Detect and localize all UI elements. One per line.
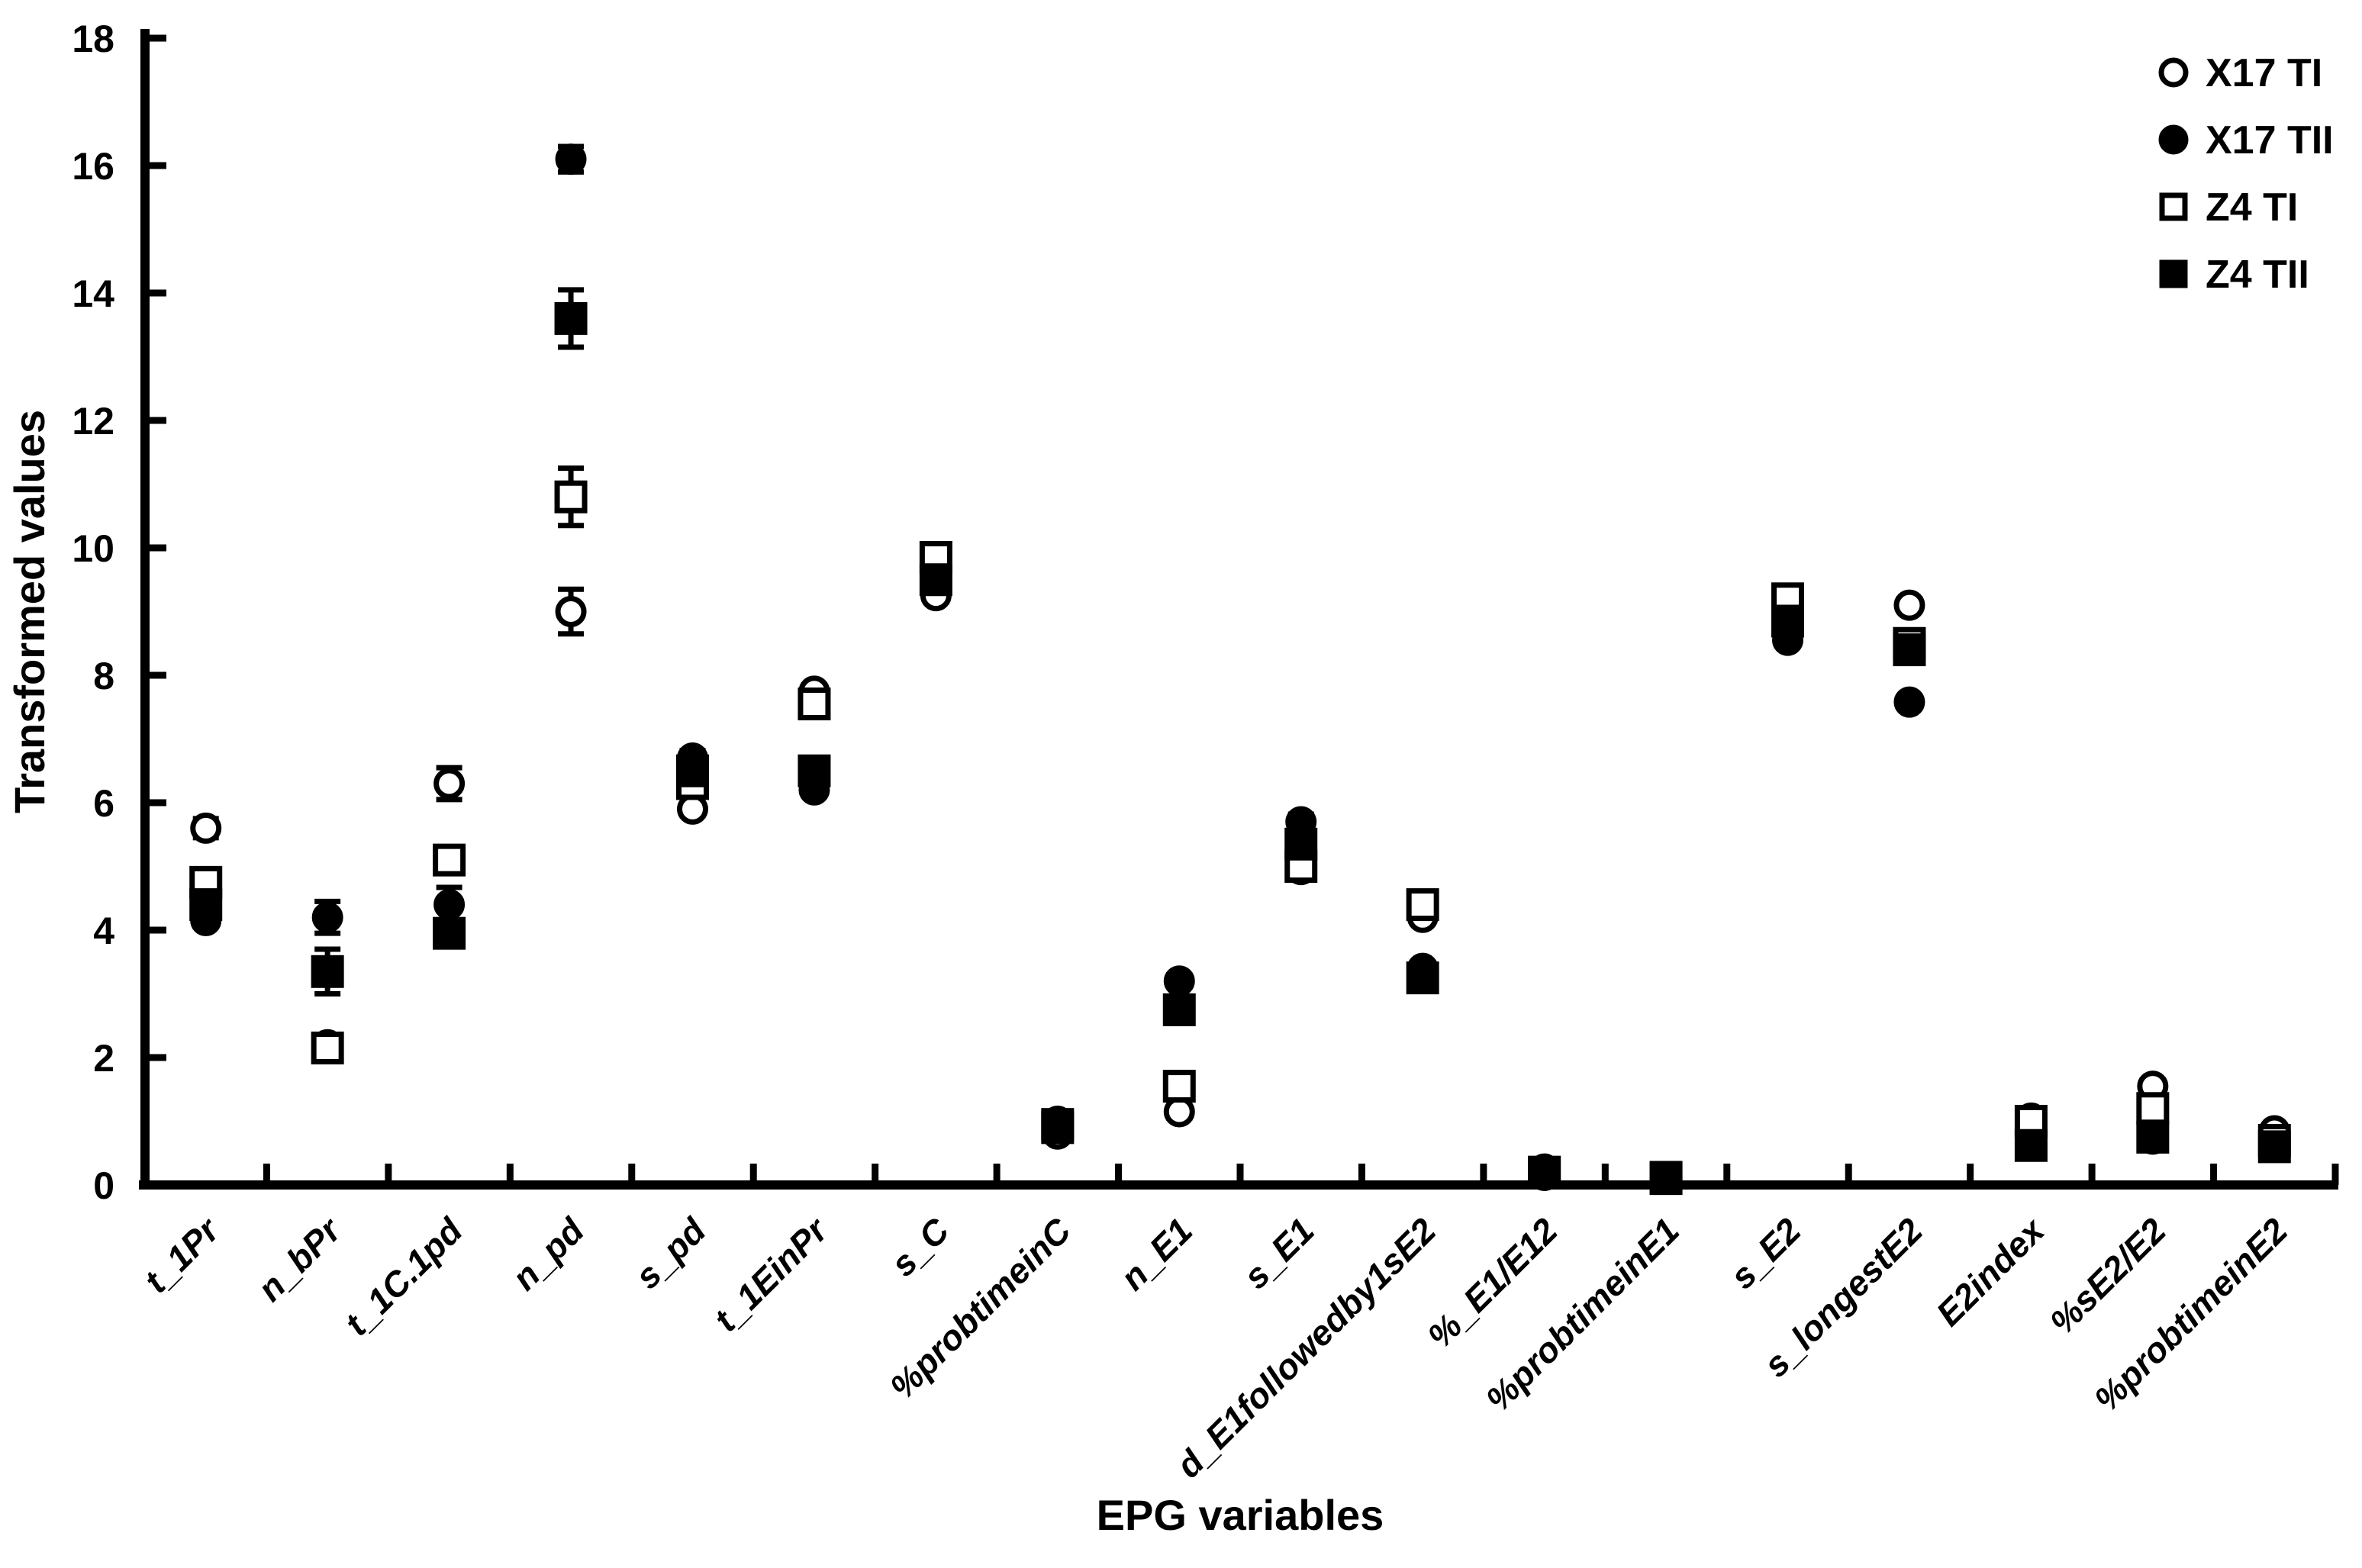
data-point-filled-square — [554, 301, 588, 335]
category-group — [189, 812, 223, 936]
y-tick-label: 2 — [93, 1037, 114, 1080]
x-category-label: t_1Pr — [137, 1209, 228, 1301]
x-category-label: s_E1 — [1236, 1210, 1322, 1296]
data-point-filled-square — [676, 754, 709, 787]
legend-label: X17 TII — [2206, 118, 2334, 163]
legend-item: X17 TII — [2158, 118, 2334, 163]
y-tick-label: 14 — [72, 272, 114, 315]
data-point-filled-square — [1771, 604, 1804, 638]
category-group — [311, 898, 344, 1064]
x-category-label: n_pd — [504, 1210, 592, 1298]
data-point-filled-circle — [433, 889, 466, 921]
category-group — [1893, 589, 1926, 718]
category-group — [1284, 806, 1318, 886]
data-point-open-circle — [555, 596, 587, 627]
legend-label: Z4 TI — [2206, 185, 2298, 230]
legend-item: X17 TI — [2158, 51, 2322, 95]
x-category-label: n_E1 — [1113, 1210, 1200, 1298]
category-group — [676, 742, 709, 825]
x-axis-title: EPG variables — [1097, 1491, 1384, 1539]
y-tick-label: 12 — [72, 400, 114, 443]
legend-label: Z4 TII — [2206, 253, 2309, 297]
category-group — [1528, 1153, 1561, 1191]
data-point-open-circle — [1893, 589, 1925, 621]
legend-marker-open-circle — [2158, 57, 2189, 88]
category-group — [1771, 582, 1804, 656]
x-category-label: t_1C.1pd — [337, 1210, 471, 1344]
y-tick-label: 10 — [72, 527, 114, 570]
data-point-filled-square — [798, 754, 831, 787]
data-point-open-square — [2136, 1092, 2170, 1125]
category-group — [798, 675, 831, 806]
category-group — [919, 541, 952, 612]
data-point-filled-square — [1041, 1111, 1075, 1145]
category-group — [1162, 965, 1196, 1128]
legend: X17 TI X17 TII Z4 TI Z4 TII — [2158, 51, 2334, 297]
legend-marker-open-square — [2159, 192, 2188, 221]
data-point-filled-square — [1284, 827, 1318, 861]
data-point-open-square — [311, 1031, 344, 1064]
data-point-open-square — [798, 687, 831, 721]
data-point-filled-square — [2014, 1129, 2048, 1162]
x-category-label: E2index — [1929, 1209, 2053, 1334]
data-point-filled-square — [919, 563, 952, 597]
data-point-filled-square — [311, 955, 344, 988]
y-tick-label: 4 — [93, 910, 114, 952]
category-group — [433, 765, 466, 950]
x-category-label: %sE2/E2 — [2042, 1210, 2174, 1342]
x-category-label: t_1EinPr — [706, 1209, 836, 1339]
legend-marker-filled-circle — [2158, 124, 2189, 155]
legend-item: Z4 TII — [2159, 253, 2309, 297]
data-point-filled-square — [1406, 961, 1439, 995]
data-point-filled-circle — [555, 143, 587, 175]
legend-item: Z4 TI — [2159, 185, 2298, 230]
data-point-filled-square — [2136, 1120, 2170, 1154]
y-tick-label: 6 — [93, 782, 114, 825]
data-point-filled-circle — [1163, 965, 1195, 997]
category-group — [1649, 1161, 1683, 1196]
data-point-filled-square — [2257, 1130, 2291, 1164]
y-axis-title: Transformed values — [5, 410, 53, 813]
x-category-label: n_bPr — [250, 1209, 349, 1309]
data-point-open-circle — [433, 768, 466, 800]
data-point-open-square — [1162, 1070, 1196, 1103]
y-tick-label: 18 — [72, 18, 114, 60]
category-group — [1406, 888, 1439, 995]
category-group — [2136, 1071, 2170, 1155]
data-point-filled-square — [1528, 1155, 1561, 1189]
x-category-label: s_pd — [627, 1210, 714, 1296]
category-group — [2014, 1102, 2048, 1162]
x-category-label: s_E2 — [1722, 1210, 1809, 1296]
data-point-filled-circle — [311, 901, 343, 933]
x-category-label: s_C — [883, 1210, 957, 1284]
data-point-filled-square — [1893, 633, 1926, 667]
data-point-filled-square — [1162, 993, 1196, 1026]
y-tick-label: 16 — [72, 145, 114, 188]
y-tick-label: 8 — [93, 655, 114, 697]
data-point-open-square — [554, 480, 588, 514]
category-group — [1041, 1106, 1075, 1150]
data-point-filled-square — [1649, 1161, 1683, 1194]
data-point-filled-circle — [1893, 686, 1925, 718]
data-point-filled-square — [433, 916, 466, 950]
category-group — [2257, 1115, 2291, 1164]
category-group — [554, 143, 588, 637]
data-point-filled-square — [189, 888, 223, 922]
data-point-open-circle — [190, 812, 222, 844]
data-point-open-square — [1406, 888, 1439, 922]
legend-marker-filled-square — [2159, 259, 2188, 288]
legend-label: X17 TI — [2206, 51, 2322, 95]
data-point-open-square — [433, 843, 466, 877]
y-tick-label: 0 — [93, 1164, 114, 1207]
